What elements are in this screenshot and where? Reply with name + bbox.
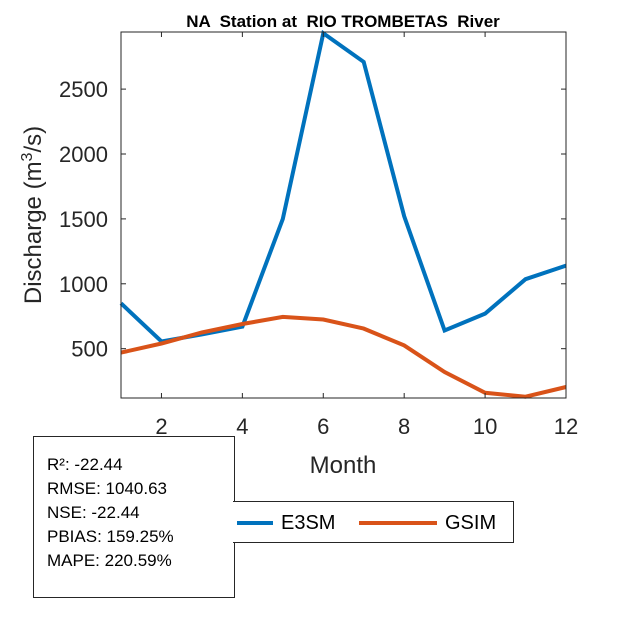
y-axis-label: Discharge (m3/s) bbox=[19, 126, 47, 304]
stat-nse: NSE: -22.44 bbox=[47, 503, 140, 522]
stats-box: R²: -22.44 RMSE: 1040.63 NSE: -22.44 PBI… bbox=[33, 436, 235, 598]
plot-area bbox=[120, 31, 567, 399]
stat-rmse: RMSE: 1040.63 bbox=[47, 479, 168, 498]
y-tick-label: 2500 bbox=[59, 77, 108, 102]
stat-mape: MAPE: 220.59% bbox=[47, 551, 172, 570]
x-tick-label: 8 bbox=[398, 414, 410, 439]
legend: E3SM GSIM bbox=[233, 501, 514, 543]
x-tick-label: 2 bbox=[155, 414, 167, 439]
x-tick-label: 4 bbox=[236, 414, 248, 439]
y-tick-label: 1000 bbox=[59, 272, 108, 297]
stat-pbias: PBIAS: 159.25% bbox=[47, 527, 174, 546]
y-tick-label: 500 bbox=[71, 337, 108, 362]
y-tick-label: 2000 bbox=[59, 142, 108, 167]
x-tick-label: 10 bbox=[473, 414, 497, 439]
stat-r2: R²: -22.44 bbox=[47, 455, 123, 474]
x-tick-label: 12 bbox=[554, 414, 578, 439]
legend-entry-e3sm: E3SM bbox=[237, 502, 335, 544]
legend-swatch-gsim bbox=[359, 521, 437, 525]
legend-label-gsim: GSIM bbox=[445, 511, 497, 534]
series-line-gsim bbox=[120, 314, 567, 399]
legend-label-e3sm: E3SM bbox=[281, 511, 336, 534]
x-axis-label: Month bbox=[310, 452, 377, 479]
legend-entry-gsim: GSIM bbox=[359, 502, 496, 544]
y-tick-label: 1500 bbox=[59, 207, 108, 232]
legend-swatch-e3sm bbox=[237, 521, 273, 525]
x-tick-label: 6 bbox=[317, 414, 329, 439]
chart-title: NA Station at RIO TROMBETAS River bbox=[186, 12, 500, 31]
